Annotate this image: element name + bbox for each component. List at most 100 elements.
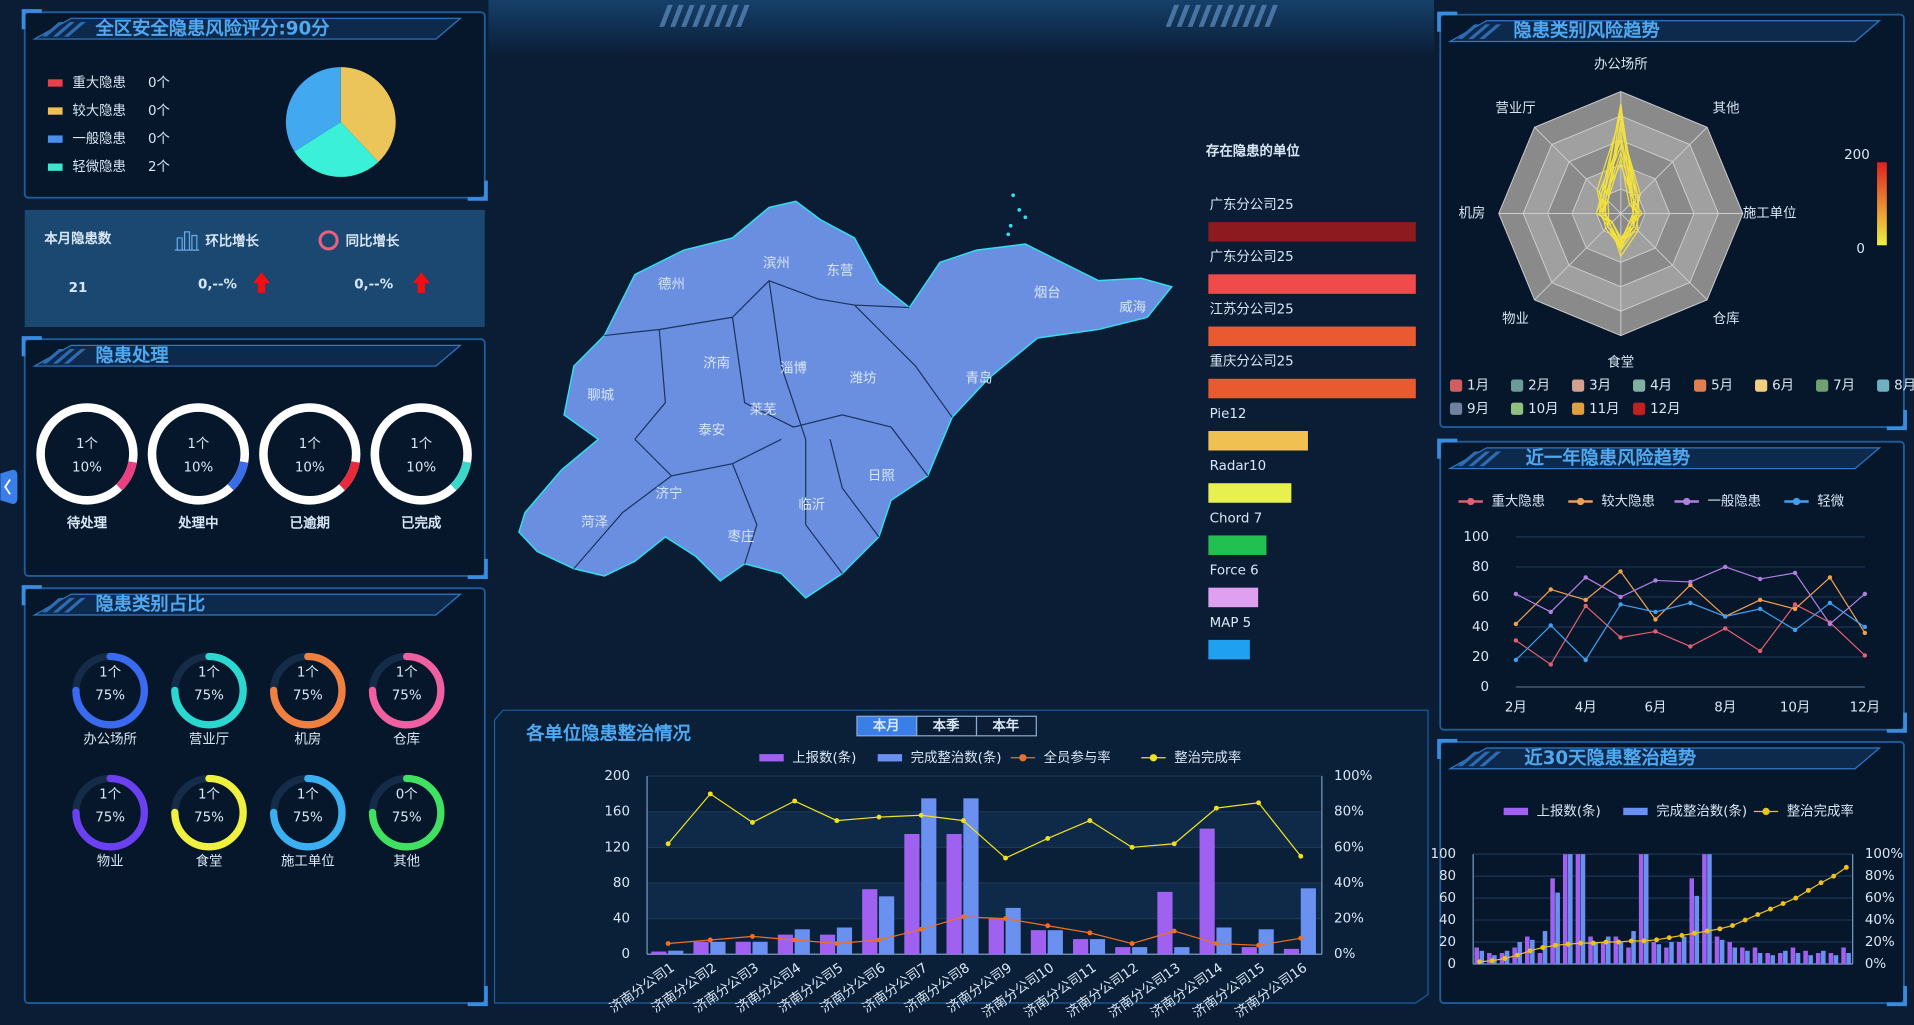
series-dot (960, 818, 966, 824)
series-dot (1757, 606, 1763, 612)
panel-title: 近30天隐患整治趋势 (1524, 747, 1696, 769)
bar (1803, 950, 1808, 964)
series-dot (1818, 880, 1824, 886)
series-dot (1045, 923, 1051, 929)
bar (1588, 936, 1593, 964)
title-stripe (63, 348, 86, 364)
series-dot (1757, 576, 1763, 582)
bar (1676, 942, 1682, 964)
region-label: 潍坊 (850, 370, 877, 386)
legend-swatch (1633, 379, 1646, 392)
bar (1745, 950, 1750, 964)
bar (1719, 939, 1725, 964)
series-dot (1843, 864, 1849, 870)
bar (1669, 942, 1674, 964)
bar (1199, 828, 1215, 955)
legend-label: 3月 (1589, 379, 1611, 394)
series-dot (707, 937, 713, 943)
series-dot (1477, 959, 1482, 965)
series-dot (1641, 938, 1647, 944)
legend-swatch (47, 163, 63, 171)
header-stripe (1165, 4, 1180, 27)
bar (1833, 955, 1839, 964)
header-stripe (1242, 4, 1256, 27)
panel (1439, 440, 1905, 731)
ring-label: 营业厅 (189, 731, 229, 747)
ranking-bar (1208, 483, 1292, 503)
visual-map-min: 0 (1856, 242, 1865, 257)
region-label: 莱芜 (750, 402, 777, 418)
series-dot (1502, 956, 1508, 961)
series-dot (1653, 629, 1658, 634)
bar (1631, 931, 1636, 964)
side-toggle[interactable] (0, 469, 18, 504)
tab[interactable] (975, 715, 1037, 737)
y-tick-label: 160 (604, 805, 630, 820)
bar (904, 833, 920, 955)
region-label: 枣庄 (728, 528, 755, 545)
series-dot (792, 937, 798, 943)
legend-dot (1467, 497, 1475, 506)
bar (1580, 854, 1586, 964)
series-dot (1792, 627, 1798, 633)
ring-arc (368, 774, 445, 851)
bar (1778, 953, 1783, 964)
monthly-panel (24, 209, 485, 328)
legend-label: 整治完成率 (1787, 802, 1854, 819)
bar (1740, 947, 1745, 964)
region-label: 烟台 (1034, 285, 1061, 301)
radar-indicator: 施工单位 (1743, 206, 1797, 222)
series-dot (1583, 597, 1588, 603)
series-dot (792, 798, 798, 804)
radar-line (1602, 163, 1637, 249)
bar (1643, 854, 1649, 964)
monthly-value: 21 (69, 281, 88, 296)
legend-swatch (1816, 379, 1829, 392)
ring-count: 1个 (410, 436, 432, 452)
title-stripe (1479, 751, 1502, 767)
mom-label: 环比增长 (205, 233, 259, 250)
bar (1605, 936, 1611, 964)
bar (1732, 947, 1738, 964)
series-dot (1171, 928, 1177, 934)
ranking-label: 广东分公司25 (1210, 249, 1294, 265)
tab-label: 本季 (933, 717, 960, 734)
series-dot (1723, 564, 1728, 570)
ring-label: 食堂 (196, 852, 223, 869)
ring-label: 施工单位 (281, 853, 335, 869)
ring-percent: 75% (392, 811, 422, 826)
legend-swatch (1449, 379, 1463, 392)
legend-label: 完成整治数(条) (1656, 802, 1747, 819)
bar (1005, 907, 1021, 955)
series-dot (1862, 653, 1868, 658)
series-dot (1723, 614, 1728, 619)
series-dot (1616, 939, 1622, 945)
bar (1707, 854, 1712, 964)
ring-label: 其他 (393, 853, 420, 869)
series-dot (1723, 626, 1728, 631)
panel-title: 近一年隐患风险趋势 (1526, 447, 1691, 469)
ring-arc (270, 774, 346, 851)
bar (777, 934, 793, 955)
legend-label: 重大隐患 (1491, 494, 1545, 510)
bar (1846, 953, 1851, 964)
bar (1030, 930, 1047, 955)
ring-count: 1个 (297, 786, 319, 802)
island (1008, 223, 1013, 228)
bar (1808, 955, 1813, 964)
radar-line (1601, 106, 1634, 243)
legend-dot (1792, 497, 1801, 506)
series-dot (1540, 945, 1546, 950)
y2-tick-label: 60% (1334, 840, 1364, 855)
legend-swatch (1572, 379, 1585, 392)
legend-swatch (1572, 402, 1585, 415)
ranking-bar (1208, 378, 1416, 399)
bar (752, 941, 768, 955)
header-stripe (681, 4, 695, 27)
bar (1714, 936, 1720, 964)
panel-corner (1437, 738, 1907, 1007)
y-tick-label: 60 (1439, 891, 1456, 906)
y-tick-label: 80 (613, 876, 630, 891)
ring-arc (370, 403, 472, 505)
bar (1783, 950, 1788, 964)
